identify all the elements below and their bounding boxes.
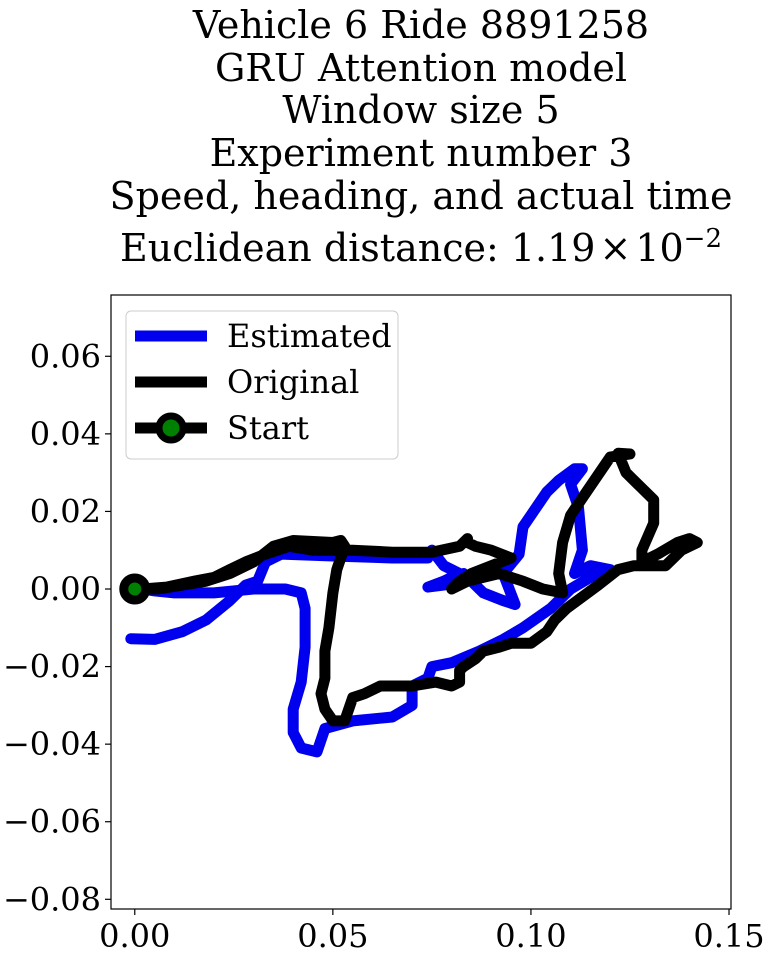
x-tick-label: 0.15 [693,917,764,955]
series-layer [119,447,703,758]
x-tick-label: 0.00 [99,917,170,955]
x-tick-label: 0.05 [297,917,368,955]
distance-prefix: Euclidean distance: [120,225,511,270]
distance-times: × [599,225,632,270]
x-tick-label: 0.10 [495,917,566,955]
y-axis: 0.06 0.04 0.02 0.00 −0.02 −0.04 −0.06 −0.08 [3,337,111,918]
series-estimated-line [125,463,616,758]
title-line-1: Vehicle 6 Ride 8891258 [192,3,650,47]
y-tick-label: 0.02 [30,492,101,530]
y-tick-label: −0.08 [3,880,101,918]
legend: Estimated Original Start [125,310,399,460]
distance-base: 10 [635,225,684,270]
start-point-marker [119,573,151,605]
title-line-3: Window size 5 [282,88,560,133]
y-tick-label: −0.04 [3,725,101,763]
y-tick-label: 0.00 [30,570,101,608]
legend-estimated-label: Estimated [227,317,392,355]
distance-exponent: −2 [683,223,722,254]
title-line-4: Experiment number 3 [209,131,633,176]
y-tick-label: −0.06 [3,803,101,841]
title-line-6: Euclidean distance: 1.19 × 10−2 [0,218,769,270]
x-axis: 0.00 0.05 0.10 0.15 [99,909,765,955]
y-tick-label: 0.04 [30,415,101,453]
legend-original-label: Original [227,363,359,401]
y-tick-label: −0.02 [3,648,101,686]
legend-start-label: Start [227,409,309,447]
distance-mantissa: 1.19 [510,225,596,270]
series-original-line [129,447,703,727]
title-line-5: Speed, heading, and actual time [109,173,733,218]
y-tick-label: 0.06 [30,337,101,375]
chart-title: Vehicle 6 Ride 8891258 GRU Attention mod… [0,4,769,269]
legend-box [125,310,399,460]
plot-frame [110,294,732,910]
legend-start-marker [155,412,187,444]
title-line-2: GRU Attention model [214,45,628,90]
